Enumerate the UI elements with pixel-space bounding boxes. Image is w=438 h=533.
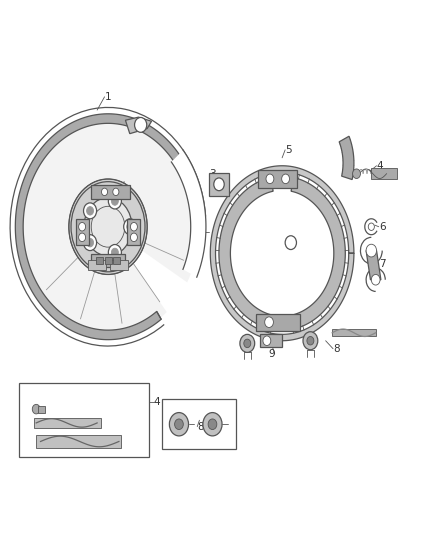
Text: 3: 3 — [209, 169, 216, 179]
Text: 8: 8 — [198, 422, 204, 432]
Circle shape — [371, 274, 380, 285]
Polygon shape — [15, 114, 200, 340]
Bar — [162, 399, 237, 449]
Circle shape — [111, 197, 118, 205]
Polygon shape — [258, 170, 297, 188]
Circle shape — [282, 174, 290, 184]
Polygon shape — [256, 314, 300, 331]
Circle shape — [353, 169, 360, 179]
Circle shape — [69, 179, 147, 274]
Circle shape — [102, 188, 108, 196]
Bar — [88, 260, 106, 270]
Circle shape — [208, 419, 217, 430]
Circle shape — [240, 334, 254, 352]
Circle shape — [170, 413, 188, 436]
Bar — [105, 257, 112, 264]
Circle shape — [265, 317, 273, 327]
Circle shape — [108, 193, 121, 209]
Circle shape — [32, 405, 40, 414]
Polygon shape — [286, 177, 345, 330]
Circle shape — [266, 174, 274, 184]
Polygon shape — [125, 117, 152, 134]
Polygon shape — [76, 219, 88, 245]
Circle shape — [307, 336, 314, 345]
Circle shape — [368, 223, 374, 230]
Polygon shape — [366, 251, 381, 280]
Circle shape — [87, 207, 94, 215]
Bar — [371, 168, 397, 179]
Circle shape — [111, 248, 118, 257]
Bar — [332, 329, 376, 336]
Text: 4: 4 — [377, 161, 383, 171]
Polygon shape — [171, 150, 206, 277]
Polygon shape — [210, 166, 354, 341]
Text: 6: 6 — [379, 222, 385, 232]
Circle shape — [84, 235, 97, 251]
Polygon shape — [127, 219, 141, 245]
Bar — [209, 173, 229, 196]
Circle shape — [131, 233, 138, 241]
Text: 1: 1 — [105, 92, 111, 102]
Circle shape — [263, 336, 271, 345]
Bar — [36, 434, 121, 448]
Bar — [113, 257, 120, 264]
Circle shape — [79, 233, 85, 241]
Circle shape — [244, 339, 251, 348]
Bar — [39, 407, 45, 413]
Text: 9: 9 — [268, 349, 275, 359]
Polygon shape — [260, 334, 282, 347]
Circle shape — [79, 222, 85, 231]
Circle shape — [108, 245, 121, 261]
Circle shape — [303, 332, 318, 350]
Circle shape — [124, 219, 137, 235]
Text: 8: 8 — [333, 344, 340, 354]
Circle shape — [87, 238, 94, 247]
Text: 7: 7 — [379, 259, 385, 269]
Circle shape — [366, 244, 377, 257]
Circle shape — [127, 222, 134, 231]
Polygon shape — [219, 177, 278, 330]
Circle shape — [175, 419, 184, 430]
Text: 4: 4 — [154, 397, 160, 407]
Text: 2: 2 — [194, 227, 201, 237]
Polygon shape — [339, 136, 354, 180]
Circle shape — [285, 236, 297, 249]
Bar — [96, 257, 103, 264]
Circle shape — [84, 198, 132, 256]
Circle shape — [131, 222, 138, 231]
Bar — [34, 418, 102, 428]
Bar — [19, 383, 149, 457]
Circle shape — [203, 413, 222, 436]
Polygon shape — [17, 115, 199, 338]
Bar — [110, 260, 127, 270]
Text: 5: 5 — [285, 145, 292, 155]
Polygon shape — [91, 185, 130, 199]
Circle shape — [214, 178, 224, 191]
Polygon shape — [92, 254, 124, 267]
Circle shape — [113, 188, 119, 196]
Circle shape — [134, 117, 147, 132]
Circle shape — [84, 203, 97, 219]
